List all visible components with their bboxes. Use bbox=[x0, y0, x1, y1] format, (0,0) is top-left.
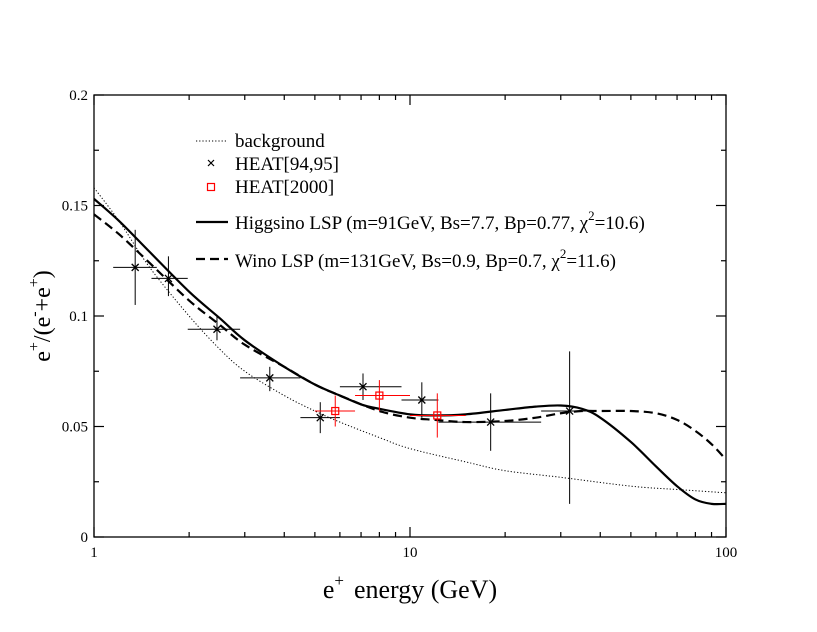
legend-label-higgsino: Higgsino LSP (m=91GeV, Bs=7.7, Bp=0.77, … bbox=[235, 208, 645, 234]
series-curves bbox=[94, 187, 726, 506]
axis-ticks bbox=[93, 94, 727, 538]
data-point-heat-94-95 bbox=[300, 402, 340, 434]
data-point-heat-94-95 bbox=[401, 382, 439, 418]
legend-label-wino: Wino LSP (m=131GeV, Bs=0.9, Bp=0.7, χ2=1… bbox=[235, 246, 616, 272]
series-line-background bbox=[94, 187, 726, 494]
cross-marker bbox=[486, 418, 495, 427]
data-point-heat-94-95 bbox=[187, 316, 241, 341]
square-marker bbox=[331, 406, 340, 416]
square-marker bbox=[433, 411, 442, 420]
cross-marker bbox=[265, 373, 274, 382]
cross-marker bbox=[417, 396, 426, 404]
square-marker bbox=[375, 391, 384, 400]
legend-label-heat9495: HEAT[94,95] bbox=[235, 154, 339, 175]
cross-marker bbox=[565, 407, 574, 415]
data-point-heat-2000 bbox=[355, 380, 410, 412]
legend-label-heat2000: HEAT[2000] bbox=[235, 177, 334, 198]
y-tick-label: 0.05 bbox=[62, 420, 88, 436]
legend: background HEAT[94,95] HEAT[2000] Higgsi… bbox=[196, 131, 645, 272]
data-markers bbox=[113, 229, 594, 504]
y-tick-label: 0.2 bbox=[69, 88, 88, 104]
y-tick-label: 0.15 bbox=[62, 199, 88, 215]
y-tick-label: 0.1 bbox=[69, 309, 88, 325]
cross-marker bbox=[316, 413, 325, 422]
data-point-heat-94-95 bbox=[240, 366, 301, 392]
axis-tick-labels: 1 10 100 0 0.05 0.1 0.15 0.2 bbox=[62, 88, 738, 561]
data-point-heat-94-95 bbox=[113, 229, 157, 305]
legend-swatch-heat2000 bbox=[206, 182, 216, 192]
x-tick-label: 1 bbox=[90, 545, 98, 561]
data-point-heat-94-95 bbox=[151, 256, 188, 297]
x-tick-label: 10 bbox=[403, 545, 418, 561]
cross-marker bbox=[213, 325, 221, 334]
legend-label-background: background bbox=[235, 131, 325, 152]
series-line-wino-lsp bbox=[94, 213, 726, 461]
data-point-heat-94-95 bbox=[541, 351, 594, 504]
data-point-heat-2000 bbox=[410, 393, 466, 438]
cross-marker bbox=[359, 382, 367, 391]
legend-swatch-heat9495 bbox=[207, 159, 215, 167]
y-tick-label: 0 bbox=[81, 530, 89, 546]
series-line-higgsino-lsp bbox=[94, 198, 726, 506]
data-point-heat-94-95 bbox=[438, 393, 542, 451]
y-axis-title: e+/(e-+e+) bbox=[26, 270, 56, 362]
cross-marker bbox=[164, 274, 173, 283]
cross-marker bbox=[131, 263, 140, 272]
plot-frame bbox=[93, 94, 727, 538]
x-axis-title: e+ energy (GeV) bbox=[323, 571, 497, 604]
data-point-heat-2000 bbox=[314, 395, 356, 427]
x-tick-label: 100 bbox=[715, 545, 738, 561]
